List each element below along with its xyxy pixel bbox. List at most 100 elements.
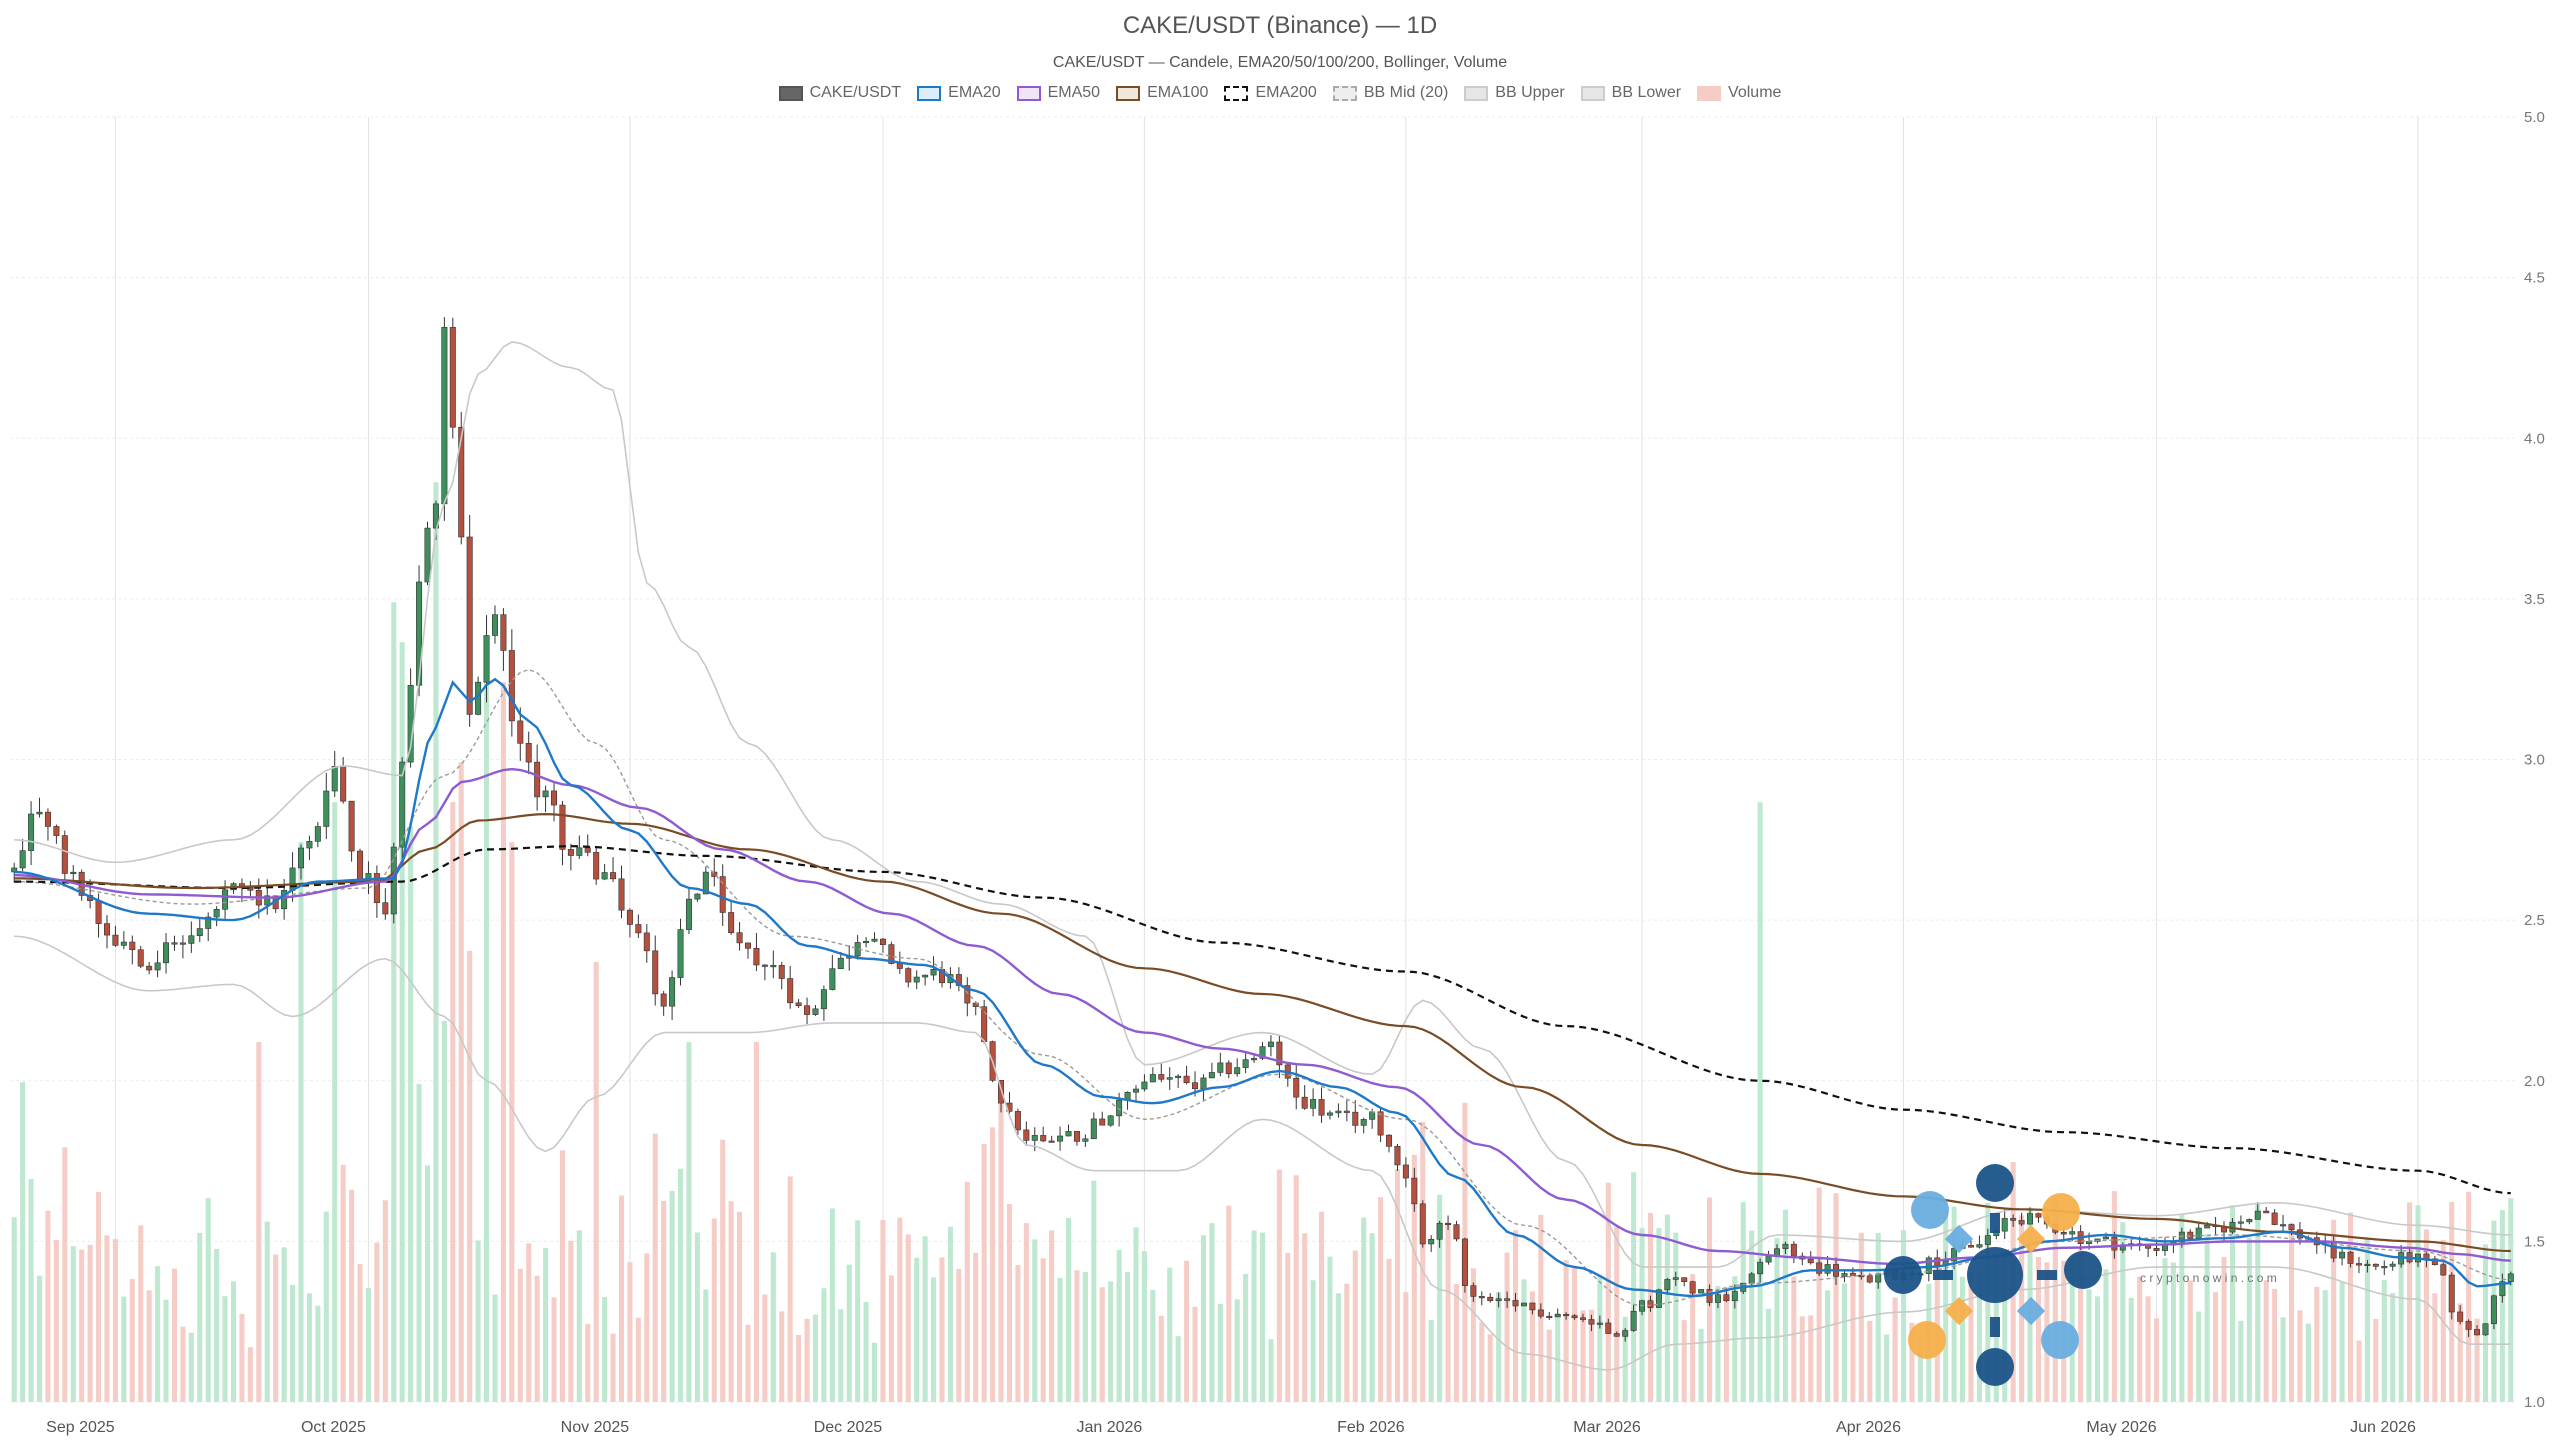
volume-bar — [53, 1239, 59, 1402]
volume-bar — [1175, 1336, 1181, 1402]
candle-body — [922, 974, 929, 978]
candle-body — [559, 804, 566, 850]
volume-bar — [1023, 1223, 1029, 1402]
volume-bar — [424, 1165, 431, 1402]
legend-item[interactable]: BB Mid (20) — [1332, 84, 1448, 102]
candle-body — [1622, 1330, 1629, 1337]
volume-bar — [1825, 1290, 1831, 1402]
volume-bar — [855, 1220, 861, 1402]
volume-bar — [838, 1309, 844, 1402]
volume-bar — [2263, 1280, 2269, 1402]
y-tick-label: 3.5 — [2524, 591, 2545, 608]
volume-bar — [2339, 1282, 2345, 1402]
legend-item[interactable]: CAKE/USDT — [778, 84, 902, 102]
volume-bar — [281, 1247, 287, 1402]
volume-bar — [433, 482, 439, 1403]
candle-body — [2178, 1231, 2185, 1243]
volume-bar — [163, 1299, 169, 1402]
volume-bar — [155, 1266, 161, 1402]
volume-bar — [981, 1143, 987, 1402]
candle-body — [2440, 1264, 2447, 1276]
candle-body — [964, 985, 971, 1004]
volume-bar — [374, 1242, 380, 1402]
volume-bar — [551, 1297, 557, 1402]
candle-body — [1748, 1273, 1755, 1284]
volume-bar — [2457, 1303, 2463, 1402]
candle-body — [2372, 1263, 2379, 1267]
volume-bar — [770, 1252, 776, 1402]
candle-body — [542, 790, 549, 798]
volume-bar — [931, 1277, 937, 1402]
volume-bar — [745, 1324, 751, 1402]
candle-body — [1723, 1294, 1730, 1302]
volume-bar — [1310, 1280, 1316, 1402]
volume-bar — [1766, 1308, 1772, 1402]
volume-bar — [1040, 1258, 1046, 1402]
legend-item[interactable]: EMA20 — [917, 84, 1001, 102]
volume-bar — [1074, 1270, 1080, 1402]
volume-bar — [1125, 1271, 1131, 1402]
candle-body — [1318, 1099, 1325, 1116]
candle-body — [1630, 1310, 1637, 1331]
volume-bar — [568, 1240, 574, 1402]
volume-bar — [1968, 1273, 1974, 1402]
candle-body — [382, 902, 389, 915]
legend-item[interactable]: Volume — [1697, 84, 1781, 102]
volume-bar — [1715, 1285, 1721, 1402]
volume-bar — [1394, 1169, 1400, 1402]
volume-bar — [2229, 1205, 2235, 1402]
legend-label: CAKE/USDT — [809, 84, 902, 101]
candle-body — [694, 893, 701, 900]
candle-body — [2086, 1241, 2093, 1244]
volume-bar — [2128, 1297, 2134, 1402]
volume-bar — [627, 1262, 633, 1402]
volume-bar — [1841, 1283, 1847, 1402]
candle-body — [863, 940, 870, 944]
volume-bar — [1251, 1230, 1257, 1402]
candle-body — [593, 852, 600, 880]
volume-bar — [2103, 1269, 2109, 1402]
volume-bar — [644, 1253, 650, 1402]
volume-bar — [1900, 1230, 1907, 1402]
volume-bar — [2170, 1262, 2176, 1402]
candle-body — [2364, 1263, 2371, 1266]
candle-body — [1976, 1244, 1983, 1248]
volume-bar — [1867, 1320, 1873, 1402]
candle-body — [1343, 1110, 1350, 1113]
logo-dot — [1884, 1256, 1922, 1294]
volume-bar — [2179, 1214, 2185, 1402]
candle-body — [576, 847, 583, 856]
volume-bar — [357, 1264, 363, 1402]
volume-bar — [1504, 1252, 1510, 1402]
volume-bar — [694, 1232, 700, 1402]
legend-item[interactable]: EMA100 — [1116, 84, 1208, 102]
candle-body — [584, 847, 591, 853]
volume-bar — [1496, 1292, 1502, 1402]
legend-item[interactable]: BB Upper — [1464, 84, 1565, 102]
y-tick-label: 4.0 — [2524, 430, 2545, 447]
candle-body — [1706, 1289, 1713, 1303]
legend-item[interactable]: EMA50 — [1016, 84, 1100, 102]
legend-item[interactable]: BB Lower — [1580, 84, 1681, 102]
volume-bar — [1909, 1322, 1915, 1402]
candle-body — [95, 900, 102, 924]
legend-swatch — [778, 85, 803, 101]
volume-bar — [787, 1176, 793, 1402]
candle-body — [1031, 1135, 1038, 1141]
legend-item[interactable]: EMA200 — [1224, 84, 1317, 102]
volume-bar — [1192, 1306, 1198, 1402]
volume-bar — [2196, 1311, 2202, 1402]
volume-bar — [593, 962, 599, 1402]
candle-body — [2507, 1273, 2514, 1282]
legend-swatch — [1016, 85, 1041, 101]
candle-body — [2035, 1213, 2042, 1218]
volume-bar — [1698, 1328, 1704, 1402]
volume-bar — [2407, 1202, 2413, 1402]
volume-bar — [1437, 1194, 1443, 1402]
volume-bar — [2086, 1289, 2092, 1402]
volume-bar — [1487, 1334, 1493, 1402]
candle-body — [1402, 1164, 1409, 1179]
candle-body — [669, 977, 676, 1007]
volume-bar — [197, 1232, 203, 1402]
candle-body — [390, 846, 397, 915]
